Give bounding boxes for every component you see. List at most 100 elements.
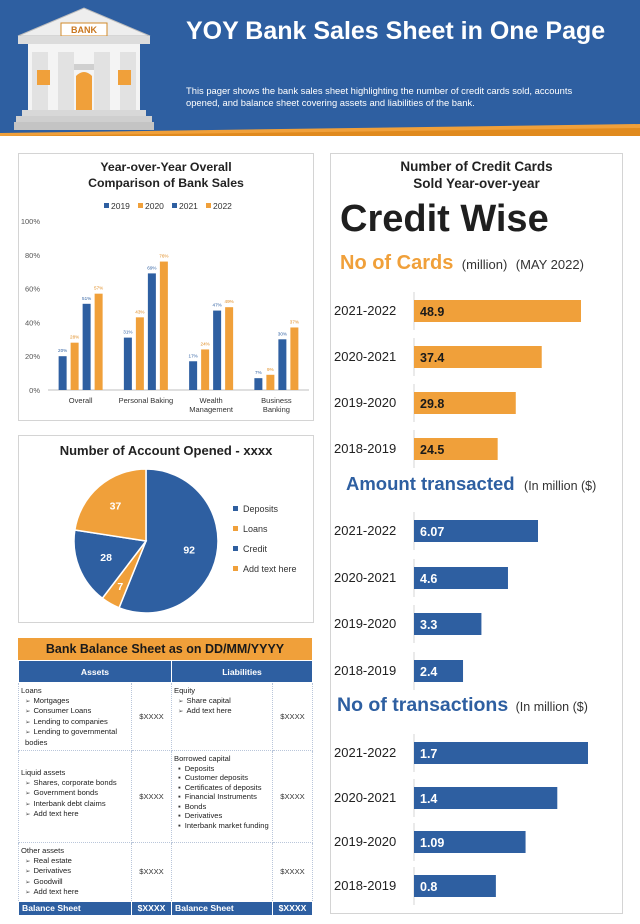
legend-label-2021: 2021 xyxy=(179,201,198,211)
year-label: 2021-2022 xyxy=(334,523,396,538)
hbar-value-label: 1.09 xyxy=(420,836,444,850)
accounts-pie-panel: Number of Account Opened - xxxx 92 7 28 37 D… xyxy=(18,435,314,623)
list-item: Shares, corporate bonds xyxy=(25,778,129,789)
list-item: Mortgages xyxy=(25,696,129,707)
legend-label-2019: 2019 xyxy=(111,201,130,211)
header-accent-stripe xyxy=(0,124,640,136)
credit-panel-title-line1: Number of Credit Cards xyxy=(400,159,553,174)
legend-label-2022: 2022 xyxy=(213,201,232,211)
bar-2021-0 xyxy=(82,303,91,390)
bar-value-label: 49% xyxy=(225,299,234,304)
bank-building-icon: BANK xyxy=(14,7,154,130)
asset-heading: Loans xyxy=(21,686,42,695)
legend-swatch xyxy=(233,546,238,551)
bar-value-label: 28% xyxy=(70,335,79,340)
hbar-value-label: 29.8 xyxy=(420,397,444,411)
hbar-2-0 xyxy=(414,742,588,764)
legend-label-2020: 2020 xyxy=(145,201,164,211)
year-label: 2021-2022 xyxy=(334,745,396,760)
list-item: Financial Instruments xyxy=(178,792,270,802)
bar-value-label: 76% xyxy=(159,254,168,259)
bar-2022-3 xyxy=(290,327,299,390)
pie-value-label: 37 xyxy=(110,500,122,512)
year-label: 2018-2019 xyxy=(334,663,396,678)
y-tick-label: 100% xyxy=(21,217,41,226)
list-item: Certificates of deposits xyxy=(178,783,270,793)
legend-swatch xyxy=(233,526,238,531)
bar-value-label: 57% xyxy=(94,286,103,291)
asset-amount: $XXXX xyxy=(131,682,172,751)
asset-amount: $XXXX xyxy=(131,842,172,902)
transactions-section-unit: (In million ($) xyxy=(515,700,588,714)
list-item: Real estate xyxy=(25,856,129,867)
hbar-0-1 xyxy=(414,346,542,368)
asset-heading: Other assets xyxy=(21,846,65,855)
bar-2021-2 xyxy=(213,310,222,390)
legend-swatch-2022 xyxy=(206,203,211,208)
asset-cell: Loans Mortgages Consumer Loans Lending t… xyxy=(18,682,132,751)
amount-section-title: Amount transacted xyxy=(346,473,515,494)
page-subtitle: This pager shows the bank sales sheet hi… xyxy=(186,85,573,108)
hbar-1-0 xyxy=(414,520,538,542)
hbar-value-label: 37.4 xyxy=(420,351,444,365)
year-label: 2020-2021 xyxy=(334,349,396,364)
yoy-chart-title-line1: Year-over-Year Overall xyxy=(100,160,232,174)
y-tick-label: 40% xyxy=(25,318,40,327)
cards-section-unit: (million) xyxy=(461,257,508,272)
bar-2022-1 xyxy=(159,261,168,390)
hbar-value-label: 1.4 xyxy=(420,792,437,806)
hbar-1-1 xyxy=(414,567,508,589)
footer-label: Balance Sheet xyxy=(18,900,132,916)
hbar-value-label: 1.7 xyxy=(420,747,437,761)
credit-panel-title-line2: Sold Year-over-year xyxy=(413,176,540,191)
cards-section-period: (MAY 2022) xyxy=(515,257,584,272)
bar-value-label: 69% xyxy=(147,265,156,270)
list-item: Lending to companies xyxy=(25,717,129,728)
bar-value-label: 51% xyxy=(82,296,91,301)
bank-sign: BANK xyxy=(71,25,97,35)
bar-2019-1 xyxy=(123,337,132,390)
hbar-value-label: 2.4 xyxy=(420,665,437,679)
legend-swatch-2019 xyxy=(104,203,109,208)
year-label: 2019-2020 xyxy=(334,395,396,410)
bar-value-label: 17% xyxy=(189,353,198,358)
accounts-pie-chart: 92 7 28 37 Deposits Loans Credit Add text here xyxy=(73,468,297,614)
liability-cell xyxy=(171,842,273,902)
pie-slice-deposits xyxy=(118,468,219,614)
transactions-section-title: No of transactions xyxy=(337,694,509,716)
pie-value-label: 7 xyxy=(117,581,123,593)
pie-slice-credit xyxy=(73,529,148,600)
credit-hbar-charts: 2021-2022 48.9 2020-2021 37.4 2019-2020 29.8 2… xyxy=(334,292,588,905)
category-label: Wealth xyxy=(200,396,223,405)
legend-label: Deposits xyxy=(243,504,279,514)
hbar-0-2 xyxy=(414,392,516,414)
bar-2020-2 xyxy=(201,349,210,390)
yoy-chart-panel: Year-over-Year Overall Comparison of Ban… xyxy=(18,153,314,421)
legend-swatch-2020 xyxy=(138,203,143,208)
table-row: Liquid assets Shares, corporate bonds Go… xyxy=(18,750,314,843)
balance-sheet-table: Assets Liabilities Loans Mortgages Consu… xyxy=(18,660,314,916)
footer-amount: $XXXX xyxy=(131,900,172,916)
y-tick-label: 80% xyxy=(25,251,40,260)
balance-sheet-footer: Balance Sheet $XXXX Balance Sheet $XXXX xyxy=(18,900,314,916)
bar-2021-3 xyxy=(278,339,287,390)
bar-value-label: 24% xyxy=(201,341,210,346)
liability-amount: $XXXX xyxy=(271,750,314,843)
yoy-bar-chart: 2019 2020 2021 2022 0% 20% 40% 60% 80% 100% 20% 2… xyxy=(21,201,309,414)
legend-swatch xyxy=(233,506,238,511)
list-item: Consumer Loans xyxy=(25,706,129,717)
hbar-1-3 xyxy=(414,660,464,682)
year-label: 2018-2019 xyxy=(334,878,396,893)
page-title: YOY Bank Sales Sheet in One Page xyxy=(186,17,606,45)
liabilities-header: Liabilities xyxy=(170,660,314,683)
hbar-0-0 xyxy=(414,300,581,322)
bar-value-label: 43% xyxy=(135,309,144,314)
bar-value-label: 31% xyxy=(123,330,132,335)
bar-2022-2 xyxy=(225,307,234,390)
list-item: Government bonds xyxy=(25,788,129,799)
y-tick-label: 60% xyxy=(25,285,40,294)
bar-2020-3 xyxy=(266,374,275,390)
hbar-value-label: 4.6 xyxy=(420,572,437,586)
list-item: Customer deposits xyxy=(178,773,270,783)
bar-value-label: 20% xyxy=(58,348,67,353)
